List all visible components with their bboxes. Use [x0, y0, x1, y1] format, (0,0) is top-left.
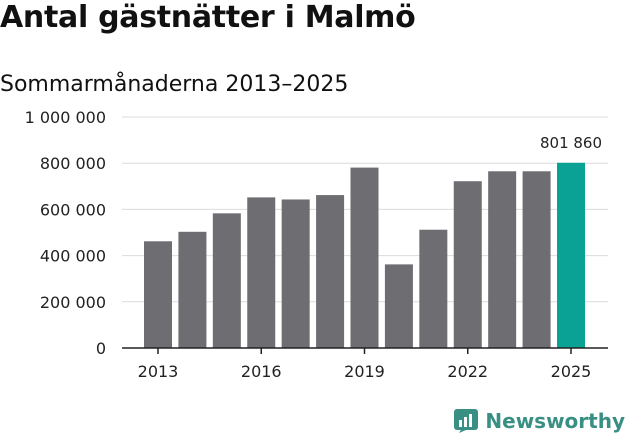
bar-2025: [557, 162, 585, 348]
data-label-2025: 801 860: [540, 134, 602, 152]
newsworthy-icon: [454, 409, 479, 433]
bar-2013: [144, 241, 172, 348]
brand-name: Newsworthy: [485, 409, 625, 433]
x-tick-label: 2016: [241, 362, 282, 381]
bar-2014: [178, 231, 207, 348]
bar-2016: [247, 197, 276, 348]
bars: [144, 162, 585, 348]
chart-subtitle: Sommarmånaderna 2013–2025: [0, 72, 349, 97]
y-tick-label: 600 000: [40, 200, 106, 219]
x-tick-label: 2019: [344, 362, 385, 381]
bar-chart: 0 200 000 400 000 600 000 800 000 1 000 000 2…: [25, 108, 608, 381]
bar-2019: [350, 167, 379, 348]
x-axis: 2013 2016 2019 2022 2025: [122, 347, 608, 381]
bar-2017: [281, 199, 310, 348]
bar-2015: [212, 213, 241, 348]
y-axis: 0 200 000 400 000 600 000 800 000 1 000 000: [25, 108, 106, 358]
y-tick-label: 800 000: [40, 154, 106, 173]
bar-2024: [522, 171, 551, 348]
bar-2021: [419, 229, 448, 348]
y-tick-label: 200 000: [40, 293, 106, 312]
newsworthy-logo: Newsworthy: [453, 408, 625, 434]
x-tick-label: 2022: [447, 362, 488, 381]
y-tick-label: 400 000: [40, 247, 106, 266]
x-tick-label: 2013: [138, 362, 179, 381]
data-labels: 801 860: [540, 134, 602, 152]
bar-2018: [316, 195, 345, 348]
x-tick-label: 2025: [551, 362, 592, 381]
bar-2020: [384, 264, 413, 348]
y-tick-label: 0: [96, 339, 106, 358]
y-tick-label: 1 000 000: [25, 108, 106, 127]
chart-title: Antal gästnätter i Malmö: [0, 0, 416, 35]
bar-2023: [488, 171, 517, 348]
bar-2022: [453, 181, 482, 348]
